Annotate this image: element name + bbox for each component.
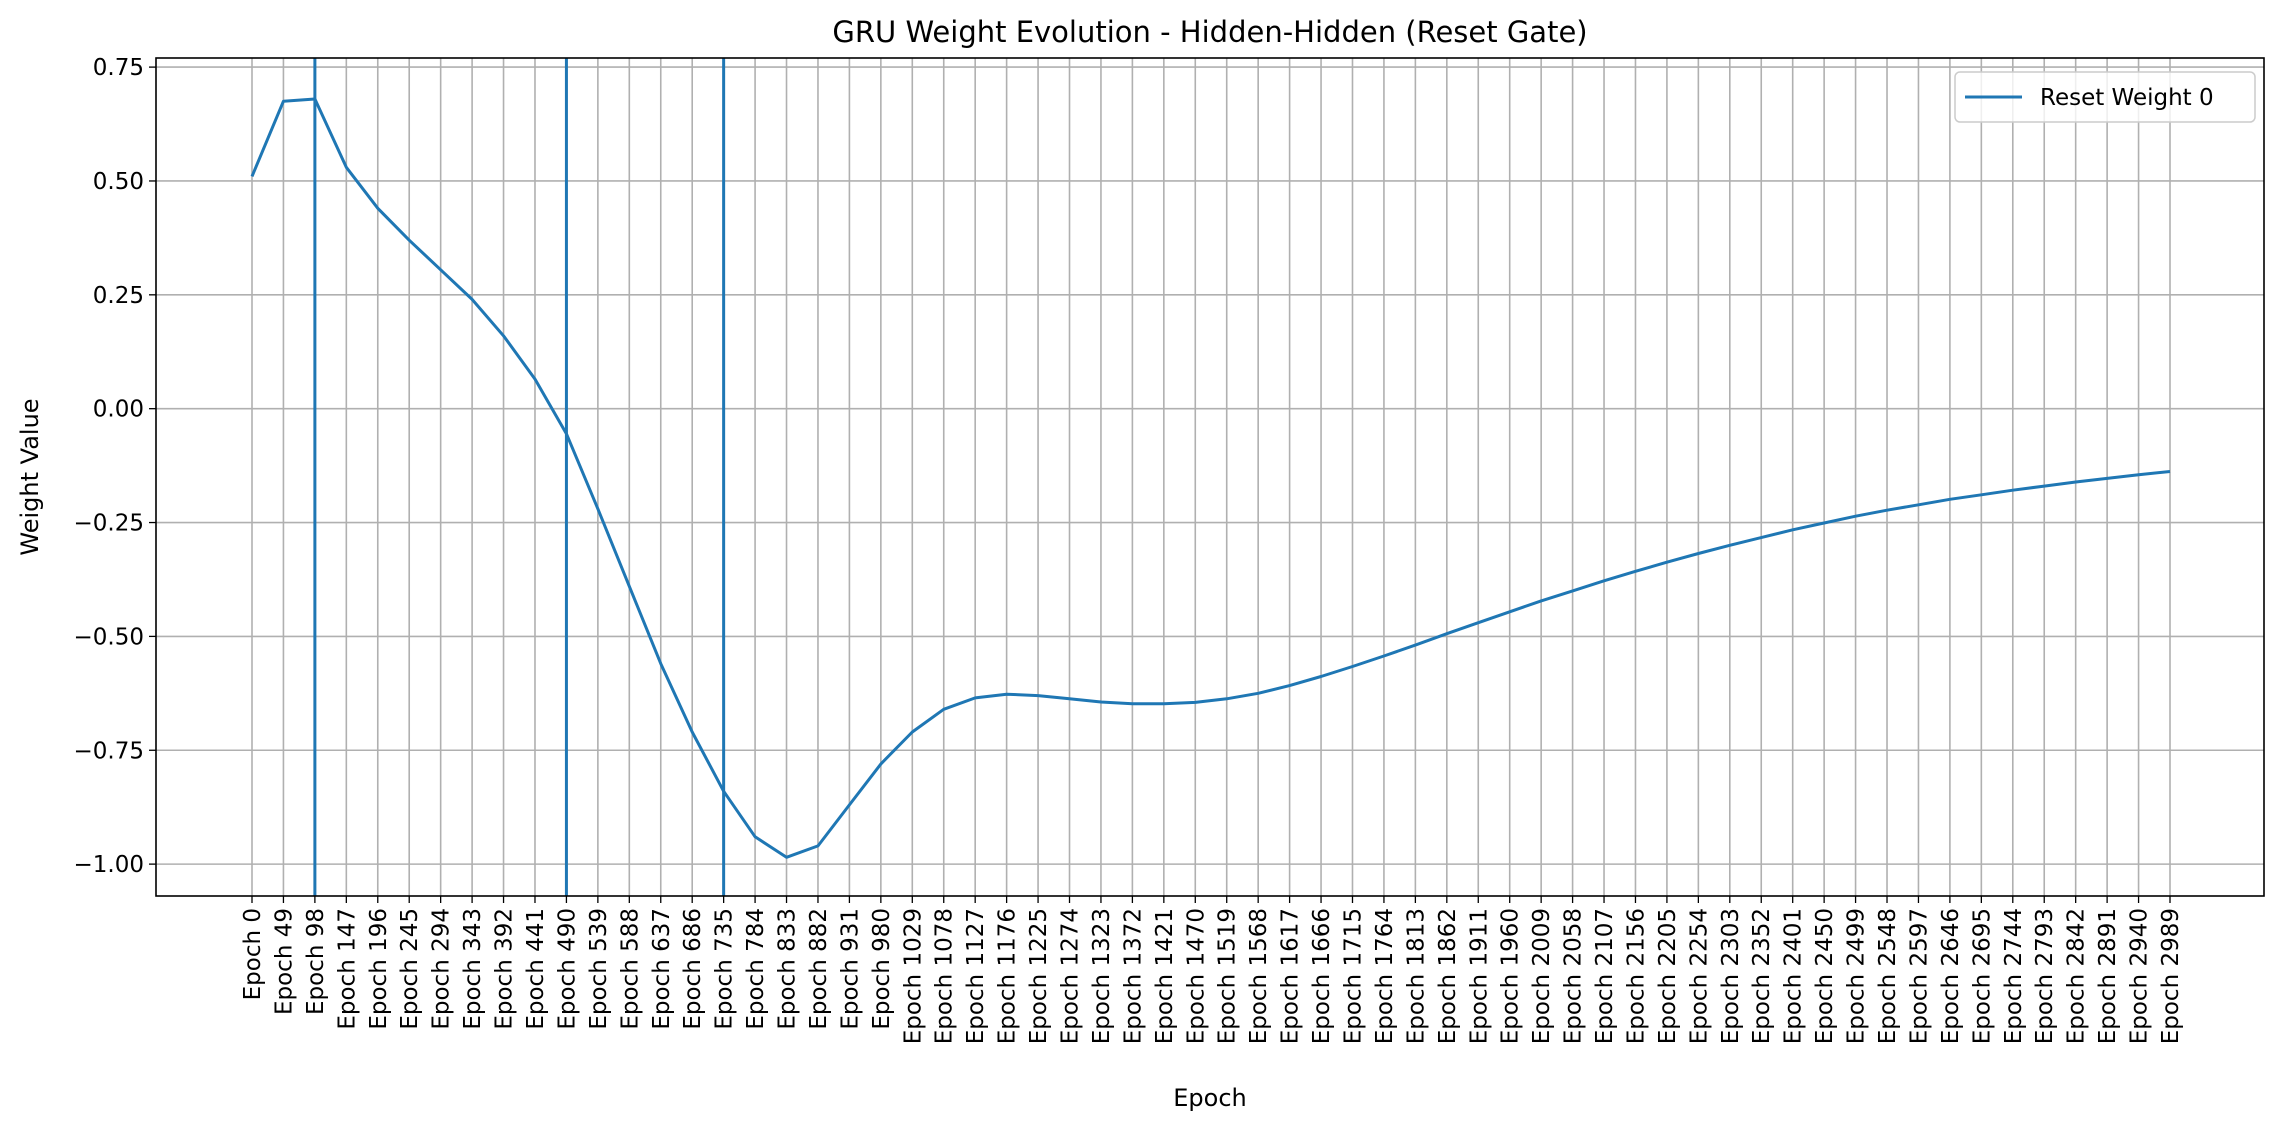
y-tick-label: 0.75 (93, 55, 144, 81)
y-tick-label: 0.50 (93, 169, 144, 195)
x-tick-label: Epoch 1323 (1089, 908, 1115, 1044)
plot-frame (155, 57, 2265, 897)
x-tick-label: Epoch 1715 (1340, 908, 1366, 1044)
legend-box (1954, 71, 2256, 123)
x-tick-label: Epoch 2940 (2127, 908, 2153, 1044)
x-tick-label: Epoch 2744 (2001, 908, 2027, 1044)
x-tick-label: Epoch 49 (271, 908, 297, 1015)
x-tick-label: Epoch 343 (460, 908, 486, 1030)
y-tick-label: −0.50 (74, 624, 144, 650)
x-tick-label: Epoch 2107 (1592, 908, 1618, 1044)
chart-title: GRU Weight Evolution - Hidden-Hidden (Re… (832, 15, 1587, 49)
x-tick-label: Epoch 686 (680, 908, 706, 1030)
x-tick-label: Epoch 1519 (1215, 908, 1241, 1044)
x-tick-label: Epoch 833 (775, 908, 801, 1030)
x-tick-label: Epoch 539 (586, 908, 612, 1030)
x-tick-label: Epoch 196 (366, 908, 392, 1030)
x-tick-label: Epoch 980 (869, 908, 895, 1030)
y-tick-label: −1.00 (74, 852, 144, 878)
x-tick-label: Epoch 98 (303, 908, 329, 1015)
x-tick-label: Epoch 1029 (900, 908, 926, 1044)
x-tick-label: Epoch 1127 (963, 908, 989, 1044)
x-tick-label: Epoch 490 (554, 908, 580, 1030)
x-tick-label: Epoch 2793 (2032, 908, 2058, 1044)
x-tick-label: Epoch 2597 (1906, 908, 1932, 1044)
x-tick-label: Epoch 1225 (1026, 908, 1052, 1044)
x-tick-label: Epoch 441 (523, 908, 549, 1030)
x-tick-label: Epoch 1176 (995, 908, 1021, 1044)
x-tick-label: Epoch 784 (743, 908, 769, 1030)
x-tick-label: Epoch 2058 (1561, 908, 1587, 1044)
x-tick-label: Epoch 1078 (932, 908, 958, 1044)
x-tick-label: Epoch 1960 (1498, 908, 1524, 1044)
x-tick-label: Epoch 1764 (1372, 908, 1398, 1044)
x-tick-label: Epoch 1470 (1183, 908, 1209, 1044)
x-tick-label: Epoch 735 (712, 908, 738, 1030)
y-axis-label: Weight Value (16, 398, 44, 555)
x-tick-label: Epoch 2205 (1655, 908, 1681, 1044)
y-tick-label: −0.75 (74, 738, 144, 764)
x-tick-label: Epoch 147 (334, 908, 360, 1030)
y-tick-label: 0.00 (93, 397, 144, 423)
series-line (250, 97, 2171, 859)
x-tick-label: Epoch 2450 (1812, 908, 1838, 1044)
x-axis-label: Epoch (1173, 1084, 1247, 1112)
x-tick-label: Epoch 1813 (1403, 908, 1429, 1044)
x-tick-label: Epoch 1274 (1058, 908, 1084, 1044)
x-tick-label: Epoch 2254 (1686, 908, 1712, 1044)
x-tick-label: Epoch 245 (397, 908, 423, 1030)
x-tick-label: Epoch 2548 (1875, 908, 1901, 1044)
x-tick-label: Epoch 2646 (1938, 908, 1964, 1044)
x-tick-label: Epoch 588 (617, 908, 643, 1030)
x-tick-label: Epoch 1568 (1246, 908, 1272, 1044)
x-tick-label: Epoch 1911 (1466, 908, 1492, 1044)
x-tick-label: Epoch 931 (837, 908, 863, 1030)
x-tick-label: Epoch 392 (492, 908, 518, 1030)
y-axis: 0.75 0.50 0.25 0.00 −0.25 −0.50 −0.75 −1.00 (74, 55, 156, 878)
x-tick-label: Epoch 2499 (1844, 908, 1870, 1044)
x-tick-label: Epoch 1372 (1120, 908, 1146, 1044)
x-tick-label: Epoch 2695 (1969, 908, 1995, 1044)
x-tick-label: Epoch 0 (240, 908, 266, 1000)
x-tick-label: Epoch 2352 (1749, 908, 1775, 1044)
x-tick-label: Epoch 2009 (1529, 908, 1555, 1044)
x-tick-label: Epoch 1862 (1435, 908, 1461, 1044)
x-tick-label: Epoch 882 (806, 908, 832, 1030)
x-axis: Epoch 0 Epoch 49 Epoch 98 Epoch 147 Epoch 19… (240, 896, 2184, 1044)
x-tick-label: Epoch 2891 (2095, 908, 2121, 1044)
x-tick-label: Epoch 2842 (2064, 908, 2090, 1044)
x-tick-label: Epoch 2989 (2158, 908, 2184, 1044)
series-layer (250, 97, 2171, 859)
vertical-markers (313, 58, 726, 896)
x-tick-label: Epoch 2303 (1718, 908, 1744, 1044)
y-tick-label: −0.25 (74, 511, 144, 537)
x-tick-label: Epoch 2156 (1623, 908, 1649, 1044)
y-tick-label: 0.25 (93, 283, 144, 309)
x-tick-label: Epoch 1421 (1152, 908, 1178, 1044)
legend: Reset Weight 0 (1954, 71, 2256, 123)
x-tick-label: Epoch 637 (649, 908, 675, 1030)
legend-entry-label: Reset Weight 0 (2040, 85, 2214, 111)
x-tick-label: Epoch 1617 (1278, 908, 1304, 1044)
x-tick-label: Epoch 2401 (1781, 908, 1807, 1044)
x-tick-label: Epoch 294 (429, 908, 455, 1030)
x-tick-label: Epoch 1666 (1309, 908, 1335, 1044)
